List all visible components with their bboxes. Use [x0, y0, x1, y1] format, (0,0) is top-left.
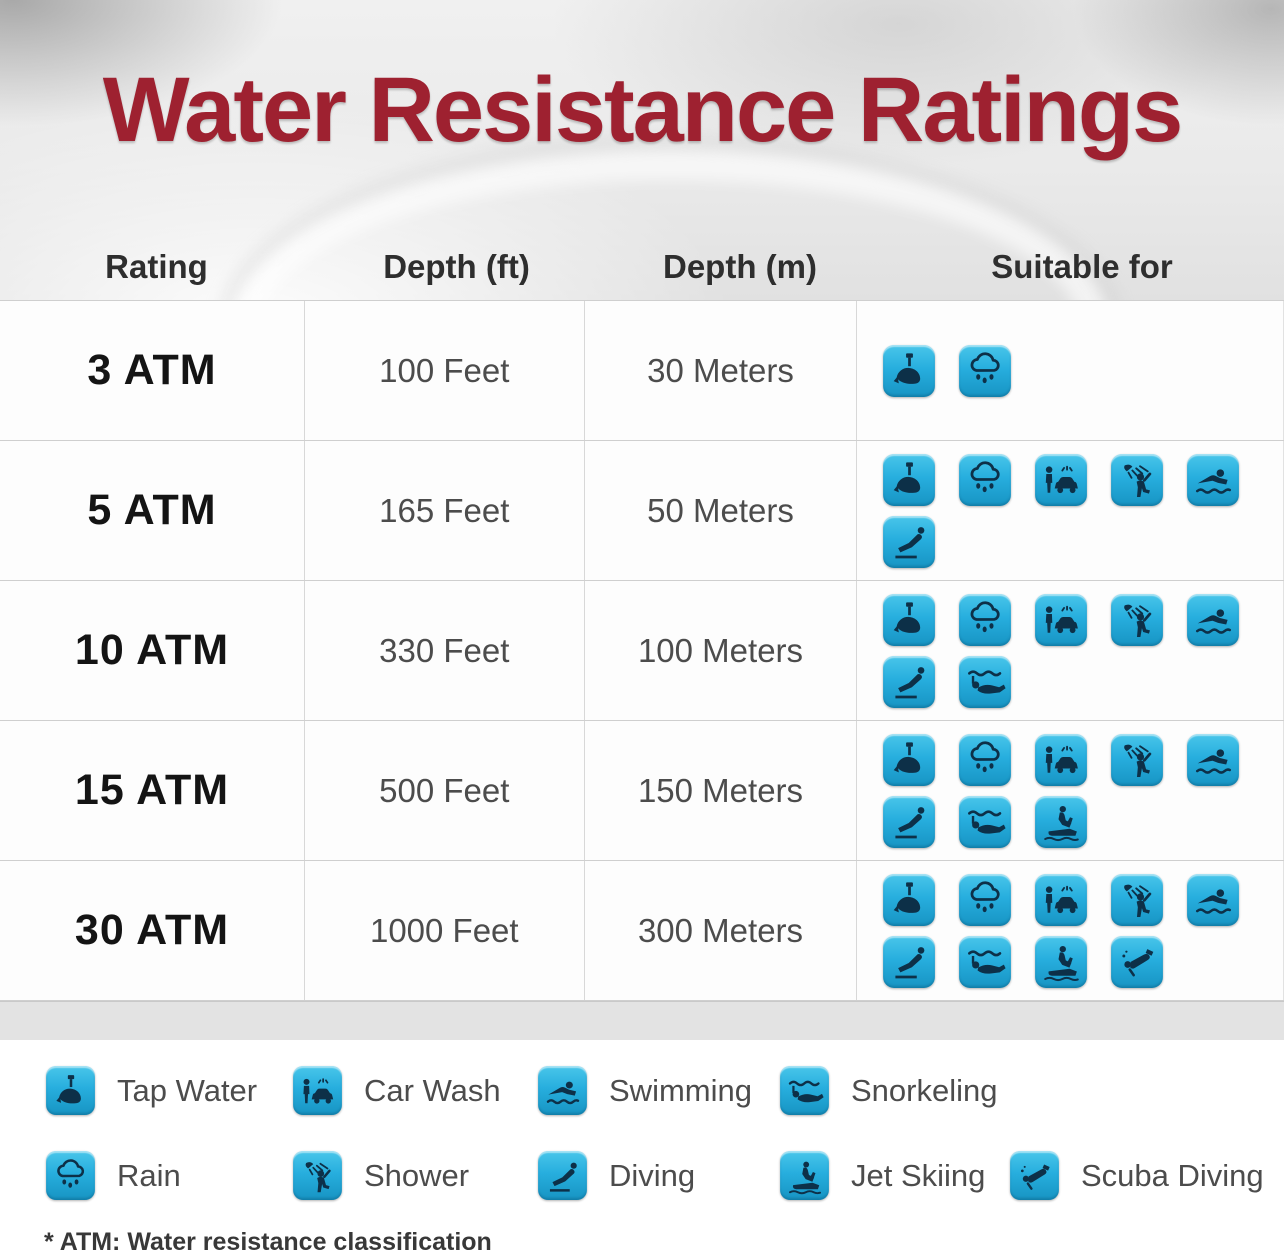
- scuba-diving-icon: [1111, 935, 1164, 988]
- table-row: 15 ATM 500 Feet 150 Meters: [0, 721, 1284, 861]
- car-wash-icon: [1035, 733, 1088, 786]
- legend-item-diving: Diving: [538, 1151, 780, 1200]
- suitable-for-cell: [857, 581, 1284, 720]
- legend-label: Jet Skiing: [851, 1157, 986, 1193]
- rating-cell: 15 ATM: [0, 721, 305, 860]
- shower-icon: [1111, 873, 1164, 926]
- jet-skiing-icon: [1035, 935, 1088, 988]
- legend-item-swimming: Swimming: [538, 1066, 780, 1115]
- legend-label: Snorkeling: [851, 1072, 998, 1108]
- scuba-diving-icon: [1010, 1151, 1059, 1200]
- tap-water-icon: [883, 733, 936, 786]
- legend-label: Tap Water: [117, 1072, 258, 1108]
- shower-icon: [293, 1151, 342, 1200]
- snorkeling-icon: [780, 1066, 829, 1115]
- legend-label: Diving: [609, 1157, 696, 1193]
- depth-ft-cell: 330 Feet: [305, 581, 585, 720]
- legend-row: Rain Shower Diving Jet Skiing Scuba Diving: [46, 1151, 1284, 1200]
- diving-icon: [883, 515, 936, 568]
- depth-m-cell: 150 Meters: [585, 721, 858, 860]
- legend-item-car-wash: Car Wash: [293, 1066, 538, 1115]
- icon-legend: Tap Water Car Wash Swimming Snorkeling Rain…: [0, 1040, 1284, 1200]
- rating-cell: 5 ATM: [0, 441, 305, 580]
- diving-icon: [883, 655, 936, 708]
- tap-water-icon: [46, 1066, 95, 1115]
- atm-footnote: * ATM: Water resistance classification: [44, 1228, 492, 1256]
- table-row: 10 ATM 330 Feet 100 Meters: [0, 581, 1284, 721]
- suitable-for-cell: [857, 861, 1284, 1000]
- snorkeling-icon: [959, 795, 1012, 848]
- jet-skiing-icon: [780, 1151, 829, 1200]
- table-row: 30 ATM 1000 Feet 300 Meters: [0, 861, 1284, 1001]
- rain-icon: [46, 1151, 95, 1200]
- legend-item-scuba-diving: Scuba Diving: [1010, 1151, 1284, 1200]
- snorkeling-icon: [959, 655, 1012, 708]
- depth-m-cell: 50 Meters: [585, 441, 858, 580]
- column-header-depth-ft: Depth (ft): [383, 248, 530, 285]
- rating-cell: 10 ATM: [0, 581, 305, 720]
- rain-icon: [959, 873, 1012, 926]
- car-wash-icon: [1035, 873, 1088, 926]
- shower-icon: [1111, 453, 1164, 506]
- table-header-row: Rating Depth (ft) Depth (m) Suitable for: [0, 248, 1284, 286]
- legend-item-snorkeling: Snorkeling: [780, 1066, 1010, 1115]
- page-title: Water Resistance Ratings: [102, 59, 1184, 161]
- table-row: 3 ATM 100 Feet 30 Meters: [0, 301, 1284, 441]
- legend-item-rain: Rain: [46, 1151, 293, 1200]
- diving-icon: [883, 795, 936, 848]
- shower-icon: [1111, 733, 1164, 786]
- legend-label: Swimming: [609, 1072, 752, 1108]
- rating-cell: 30 ATM: [0, 861, 305, 1000]
- hero-banner: Water Resistance Ratings Rating Depth (f…: [0, 0, 1284, 300]
- snorkeling-icon: [959, 935, 1012, 988]
- swimming-icon: [1187, 733, 1240, 786]
- column-header-depth-m: Depth (m): [663, 248, 817, 285]
- ratings-table: 3 ATM 100 Feet 30 Meters 5 ATM 165 Feet …: [0, 300, 1284, 1001]
- depth-m-cell: 30 Meters: [585, 301, 858, 440]
- car-wash-icon: [1035, 453, 1088, 506]
- legend-label: Car Wash: [364, 1072, 501, 1108]
- depth-ft-cell: 1000 Feet: [305, 861, 585, 1000]
- divider-band: [0, 1001, 1284, 1040]
- legend-label: Shower: [364, 1157, 470, 1193]
- swimming-icon: [1187, 873, 1240, 926]
- diving-icon: [538, 1151, 587, 1200]
- depth-ft-cell: 100 Feet: [305, 301, 585, 440]
- swimming-icon: [1187, 453, 1240, 506]
- swimming-icon: [1187, 593, 1240, 646]
- legend-label: Rain: [117, 1157, 181, 1193]
- depth-m-cell: 300 Meters: [585, 861, 858, 1000]
- jet-skiing-icon: [1035, 795, 1088, 848]
- rating-cell: 3 ATM: [0, 301, 305, 440]
- rain-icon: [959, 733, 1012, 786]
- suitable-for-cell: [857, 441, 1284, 580]
- rain-icon: [959, 593, 1012, 646]
- depth-ft-cell: 165 Feet: [305, 441, 585, 580]
- rain-icon: [959, 453, 1012, 506]
- legend-item-shower: Shower: [293, 1151, 538, 1200]
- legend-label: Scuba Diving: [1081, 1157, 1264, 1193]
- diving-icon: [883, 935, 936, 988]
- suitable-for-cell: [857, 721, 1284, 860]
- column-header-rating: Rating: [105, 248, 208, 285]
- tap-water-icon: [883, 593, 936, 646]
- tap-water-icon: [883, 453, 936, 506]
- depth-ft-cell: 500 Feet: [305, 721, 585, 860]
- suitable-for-cell: [857, 301, 1284, 440]
- legend-row: Tap Water Car Wash Swimming Snorkeling: [46, 1066, 1284, 1115]
- shower-icon: [1111, 593, 1164, 646]
- legend-item-jet-skiing: Jet Skiing: [780, 1151, 1010, 1200]
- depth-m-cell: 100 Meters: [585, 581, 858, 720]
- table-row: 5 ATM 165 Feet 50 Meters: [0, 441, 1284, 581]
- tap-water-icon: [883, 344, 936, 397]
- column-header-suitable-for: Suitable for: [991, 248, 1173, 285]
- swimming-icon: [538, 1066, 587, 1115]
- legend-item-tap-water: Tap Water: [46, 1066, 293, 1115]
- rain-icon: [959, 344, 1012, 397]
- car-wash-icon: [1035, 593, 1088, 646]
- car-wash-icon: [293, 1066, 342, 1115]
- tap-water-icon: [883, 873, 936, 926]
